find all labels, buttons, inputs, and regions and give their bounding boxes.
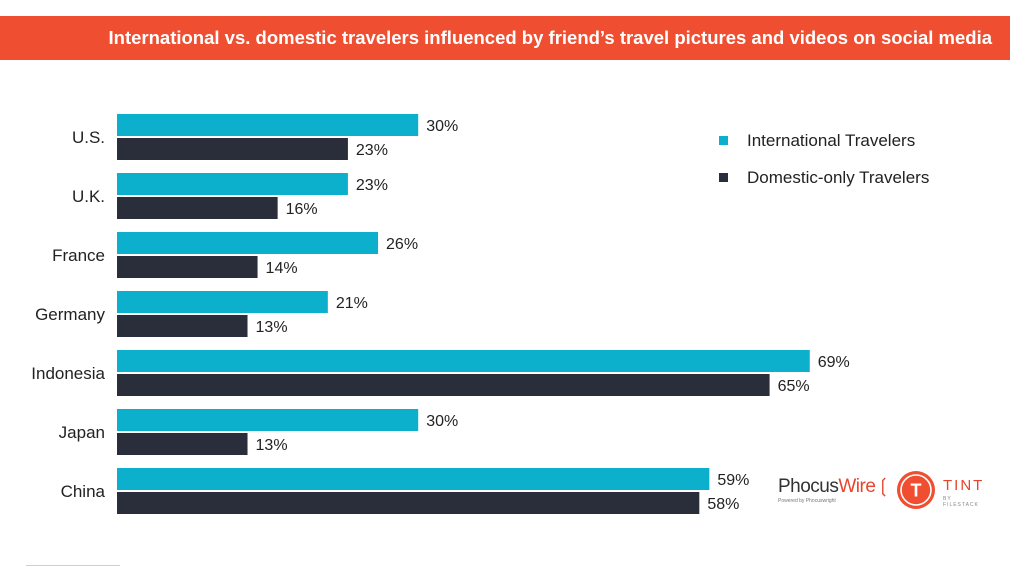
- international-value-label-1: 23%: [356, 177, 388, 194]
- category-label: Indonesia: [31, 364, 105, 383]
- tint-logo: T TINT BY FILESTACK: [897, 471, 987, 511]
- international-value-label-4: 69%: [818, 354, 850, 371]
- domestic-value-label-5: 13%: [256, 437, 288, 454]
- category-label: U.S.: [72, 128, 105, 147]
- legend-label-1: Domestic-only Travelers: [747, 168, 929, 187]
- phocuswire-logo-text-b: Wire: [838, 476, 876, 497]
- legend-swatch-0: [719, 136, 728, 145]
- international-bar-4: [117, 350, 810, 372]
- international-bar-5: [117, 409, 419, 431]
- international-bar-3: [117, 291, 328, 313]
- domestic-value-label-3: 13%: [256, 319, 288, 336]
- domestic-value-label-1: 16%: [286, 201, 318, 218]
- international-value-label-5: 30%: [426, 413, 458, 430]
- legend: International Travelers Domestic-only Tra…: [719, 131, 929, 187]
- tint-logo-text: TINT: [943, 477, 985, 494]
- international-value-label-2: 26%: [386, 236, 418, 253]
- phocuswire-logo-sub: Powered by Phocuswright: [778, 498, 836, 504]
- domestic-value-label-2: 14%: [266, 260, 298, 277]
- international-bar-2: [117, 232, 379, 254]
- domestic-bar-4: [117, 374, 770, 396]
- international-bar-6: [117, 468, 710, 490]
- tint-logo-mark: T: [897, 471, 935, 509]
- title-bar: International vs. domestic travelers inf…: [0, 16, 1010, 60]
- international-value-label-0: 30%: [426, 118, 458, 135]
- chart-title: International vs. domestic travelers inf…: [108, 27, 992, 48]
- footer-rule: [26, 565, 120, 566]
- international-value-label-3: 21%: [336, 295, 368, 312]
- domestic-value-label-4: 65%: [778, 378, 810, 395]
- legend-label-0: International Travelers: [747, 131, 915, 150]
- international-value-label-6: 59%: [717, 472, 749, 489]
- legend-swatch-1: [719, 173, 728, 182]
- domestic-bar-2: [117, 256, 258, 278]
- domestic-bar-5: [117, 433, 248, 455]
- category-label: Germany: [35, 305, 105, 324]
- tint-logo-sub: BY FILESTACK: [943, 496, 979, 508]
- domestic-value-label-6: 58%: [707, 496, 739, 513]
- domestic-bar-6: [117, 492, 700, 514]
- category-label: U.K.: [72, 187, 105, 206]
- domestic-value-label-0: 23%: [356, 142, 388, 159]
- domestic-bar-0: [117, 138, 348, 160]
- bars-group: U.S. 30% 23% U.K. 23% 16% France 26% 14% Germany 2…: [31, 114, 850, 514]
- category-label: France: [52, 246, 105, 265]
- domestic-bar-1: [117, 197, 278, 219]
- category-label: Japan: [59, 423, 105, 442]
- tint-logo-letter: T: [911, 481, 922, 501]
- phocuswire-logo: PhocusWire❲ Powered by Phocuswright: [778, 476, 891, 504]
- international-bar-0: [117, 114, 419, 136]
- international-bar-1: [117, 173, 348, 195]
- phocuswire-logo-text-a: Phocus: [778, 476, 839, 497]
- domestic-bar-3: [117, 315, 248, 337]
- category-label: China: [61, 482, 106, 501]
